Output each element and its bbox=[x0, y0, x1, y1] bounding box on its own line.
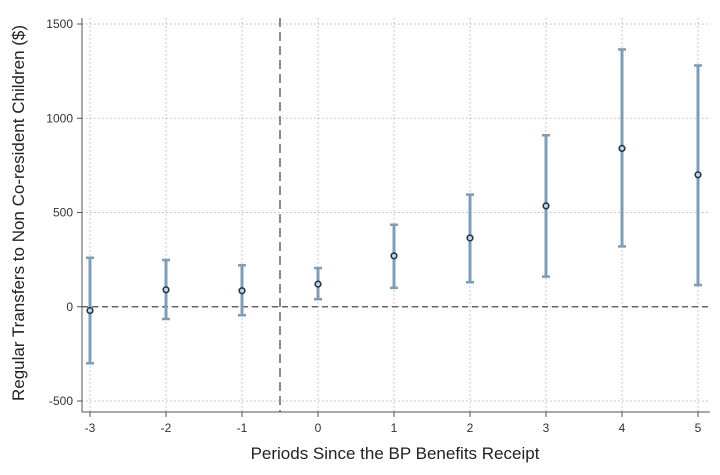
y-tick-label: -500 bbox=[49, 394, 73, 408]
point-estimate bbox=[618, 144, 626, 153]
point-estimate bbox=[390, 252, 398, 260]
x-tick-label: 1 bbox=[391, 421, 398, 435]
point-estimate bbox=[466, 234, 474, 242]
x-tick-label: -1 bbox=[237, 421, 248, 435]
x-tick-label: 5 bbox=[695, 421, 702, 435]
y-tick-label: 0 bbox=[66, 300, 73, 314]
x-tick-label: 2 bbox=[467, 421, 474, 435]
x-tick-label: 0 bbox=[315, 421, 322, 435]
reference-lines bbox=[82, 18, 710, 412]
x-tick-label: 3 bbox=[543, 421, 550, 435]
data-layer bbox=[86, 48, 702, 365]
y-tick-label: 1000 bbox=[46, 111, 73, 125]
x-tick-label: -2 bbox=[161, 421, 172, 435]
point-estimate bbox=[542, 202, 550, 210]
point-estimate bbox=[238, 287, 246, 295]
y-tick-label: 500 bbox=[53, 206, 73, 220]
x-tick-label: 4 bbox=[619, 421, 626, 435]
y-axis-title: Regular Transfers to Non Co-resident Chi… bbox=[9, 25, 28, 401]
point-estimate bbox=[694, 171, 702, 179]
point-estimate bbox=[314, 280, 322, 288]
axes: -500 0 500 1000 1500 -3 -2 -1 0 1 2 3 4 5 bbox=[46, 17, 710, 435]
point-estimate bbox=[162, 286, 170, 294]
y-tick-label: 1500 bbox=[46, 17, 73, 31]
point-estimate bbox=[86, 306, 94, 315]
x-tick-label: -3 bbox=[85, 421, 96, 435]
x-axis-title: Periods Since the BP Benefits Receipt bbox=[251, 444, 540, 463]
grid-layer bbox=[82, 18, 710, 412]
